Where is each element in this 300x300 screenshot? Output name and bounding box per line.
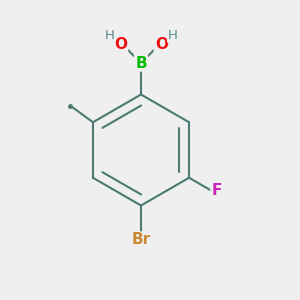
Text: F: F xyxy=(212,183,222,198)
Text: Br: Br xyxy=(131,232,151,247)
Text: H: H xyxy=(168,29,178,42)
Text: O: O xyxy=(114,38,127,52)
Text: H: H xyxy=(104,29,114,42)
Text: B: B xyxy=(135,56,147,70)
Text: O: O xyxy=(155,38,168,52)
